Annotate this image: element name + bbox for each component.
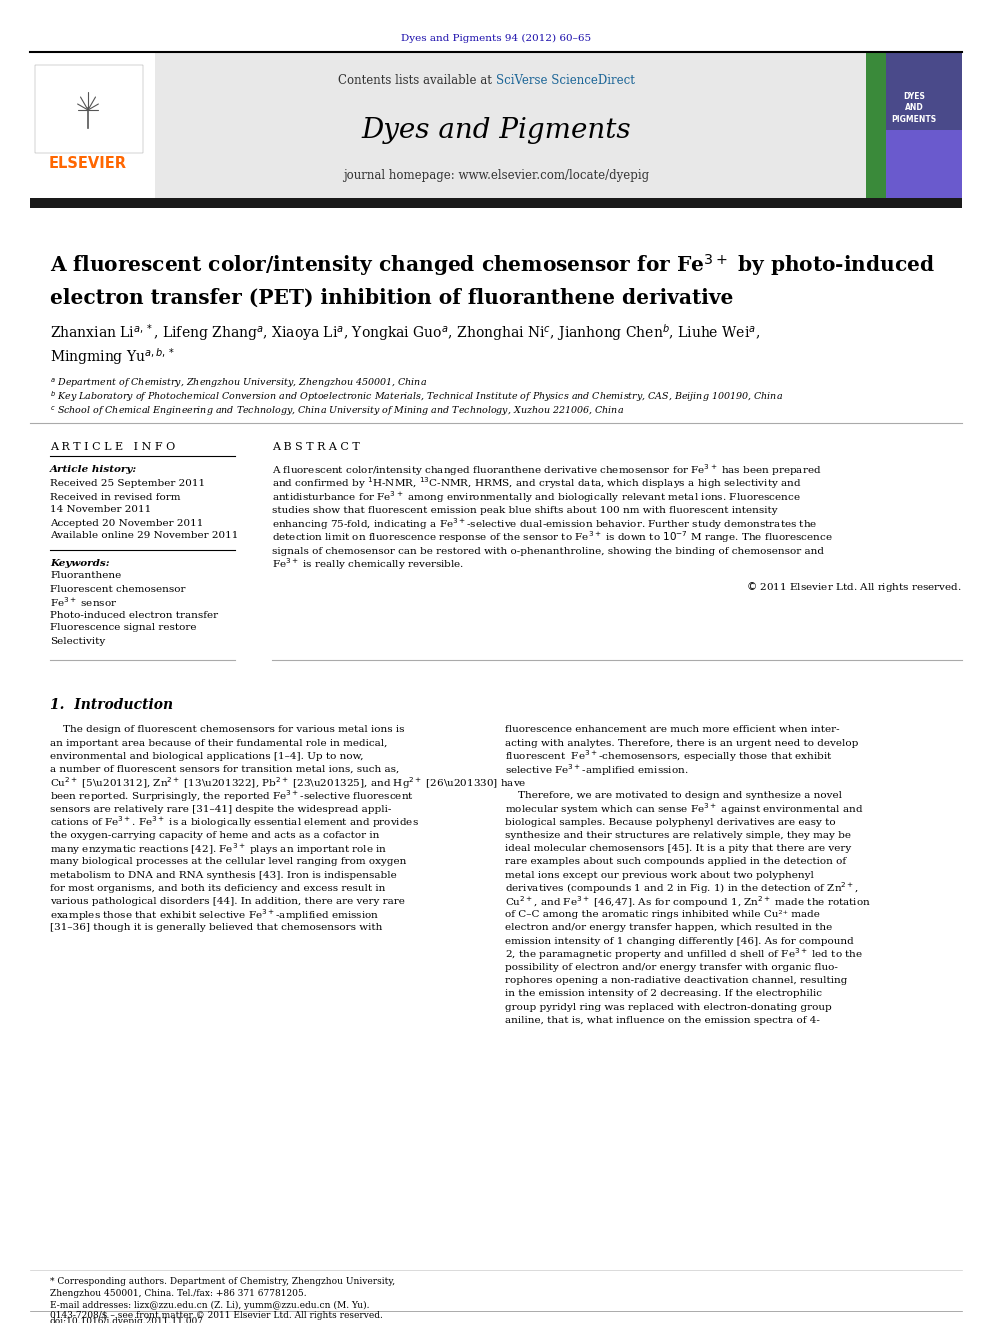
Text: $^{c}$ School of Chemical Engineering and Technology, China University of Mining: $^{c}$ School of Chemical Engineering an…: [50, 404, 624, 418]
FancyBboxPatch shape: [35, 65, 143, 153]
Text: Photo-induced electron transfer: Photo-induced electron transfer: [50, 610, 218, 619]
Text: Keywords:: Keywords:: [50, 558, 110, 568]
Text: examples those that exhibit selective Fe$^{3+}$-amplified emission: examples those that exhibit selective Fe…: [50, 906, 379, 922]
Text: group pyridyl ring was replaced with electron-donating group: group pyridyl ring was replaced with ele…: [505, 1003, 831, 1012]
Text: A B S T R A C T: A B S T R A C T: [272, 442, 360, 452]
Text: A fluorescent color/intensity changed chemosensor for Fe$^{3+}$ by photo-induced: A fluorescent color/intensity changed ch…: [50, 253, 935, 278]
Text: Therefore, we are motivated to design and synthesize a novel: Therefore, we are motivated to design an…: [505, 791, 842, 800]
Text: detection limit on fluorescence response of the sensor to Fe$^{3+}$ is down to $: detection limit on fluorescence response…: [272, 529, 833, 545]
Text: acting with analytes. Therefore, there is an urgent need to develop: acting with analytes. Therefore, there i…: [505, 738, 858, 747]
Text: antidisturbance for Fe$^{3+}$ among environmentally and biologically relevant me: antidisturbance for Fe$^{3+}$ among envi…: [272, 490, 801, 505]
Text: $^{a}$ Department of Chemistry, Zhengzhou University, Zhengzhou 450001, China: $^{a}$ Department of Chemistry, Zhengzho…: [50, 376, 428, 390]
Text: signals of chemosensor can be restored with o-phenanthroline, showing the bindin: signals of chemosensor can be restored w…: [272, 546, 824, 556]
Text: Dyes and Pigments: Dyes and Pigments: [361, 116, 631, 143]
Text: journal homepage: www.elsevier.com/locate/dyepig: journal homepage: www.elsevier.com/locat…: [343, 168, 649, 181]
Text: emission intensity of 1 changing differently [46]. As for compound: emission intensity of 1 changing differe…: [505, 937, 854, 946]
Text: sensors are relatively rare [31–41] despite the widespread appli-: sensors are relatively rare [31–41] desp…: [50, 804, 392, 814]
Text: of C–C among the aromatic rings inhibited while Cu²⁺ made: of C–C among the aromatic rings inhibite…: [505, 910, 819, 919]
Text: Article history:: Article history:: [50, 466, 137, 475]
Text: ideal molecular chemosensors [45]. It is a pity that there are very: ideal molecular chemosensors [45]. It is…: [505, 844, 851, 853]
Text: studies show that fluorescent emission peak blue shifts about 100 nm with fluore: studies show that fluorescent emission p…: [272, 505, 778, 515]
Text: aniline, that is, what influence on the emission spectra of 4-: aniline, that is, what influence on the …: [505, 1016, 819, 1025]
Text: E-mail addresses: lizx@zzu.edu.cn (Z. Li), yumm@zzu.edu.cn (M. Yu).: E-mail addresses: lizx@zzu.edu.cn (Z. Li…: [50, 1301, 369, 1310]
Text: electron and/or energy transfer happen, which resulted in the: electron and/or energy transfer happen, …: [505, 923, 832, 933]
Text: Received in revised form: Received in revised form: [50, 492, 181, 501]
FancyBboxPatch shape: [30, 52, 962, 200]
Text: selective Fe$^{3+}$-amplified emission.: selective Fe$^{3+}$-amplified emission.: [505, 762, 688, 778]
Text: Mingming Yu$^{a,b,*}$: Mingming Yu$^{a,b,*}$: [50, 347, 175, 368]
Text: derivatives (compounds 1 and 2 in Fig. 1) in the detection of Zn$^{2+}$,: derivatives (compounds 1 and 2 in Fig. 1…: [505, 881, 859, 896]
Text: Available online 29 November 2011: Available online 29 November 2011: [50, 532, 238, 541]
Text: Contents lists available at: Contents lists available at: [338, 74, 496, 86]
Text: molecular system which can sense Fe$^{3+}$ against environmental and: molecular system which can sense Fe$^{3+…: [505, 802, 863, 818]
Text: fluorescence enhancement are much more efficient when inter-: fluorescence enhancement are much more e…: [505, 725, 839, 734]
Text: Selectivity: Selectivity: [50, 636, 105, 646]
Text: cations of Fe$^{3+}$. Fe$^{3+}$ is a biologically essential element and provides: cations of Fe$^{3+}$. Fe$^{3+}$ is a bio…: [50, 815, 419, 831]
Text: Zhengzhou 450001, China. Tel./fax: +86 371 67781205.: Zhengzhou 450001, China. Tel./fax: +86 3…: [50, 1290, 307, 1298]
Text: Cu$^{2+}$ [5\u201312], Zn$^{2+}$ [13\u201322], Pb$^{2+}$ [23\u201325], and Hg$^{: Cu$^{2+}$ [5\u201312], Zn$^{2+}$ [13\u20…: [50, 775, 527, 791]
Text: SciVerse ScienceDirect: SciVerse ScienceDirect: [496, 74, 635, 86]
Text: The design of fluorescent chemosensors for various metal ions is: The design of fluorescent chemosensors f…: [50, 725, 405, 734]
Text: for most organisms, and both its deficiency and excess result in: for most organisms, and both its deficie…: [50, 884, 385, 893]
Text: many enzymatic reactions [42]. Fe$^{3+}$ plays an important role in: many enzymatic reactions [42]. Fe$^{3+}$…: [50, 841, 387, 857]
Text: many biological processes at the cellular level ranging from oxygen: many biological processes at the cellula…: [50, 857, 407, 867]
Text: the oxygen-carrying capacity of heme and acts as a cofactor in: the oxygen-carrying capacity of heme and…: [50, 831, 379, 840]
Text: an important area because of their fundamental role in medical,: an important area because of their funda…: [50, 738, 387, 747]
Text: a number of fluorescent sensors for transition metal ions, such as,: a number of fluorescent sensors for tran…: [50, 765, 399, 774]
Text: various pathological disorders [44]. In addition, there are very rare: various pathological disorders [44]. In …: [50, 897, 405, 906]
Text: Cu$^{2+}$, and Fe$^{3+}$ [46,47]. As for compound 1, Zn$^{2+}$ made the rotation: Cu$^{2+}$, and Fe$^{3+}$ [46,47]. As for…: [505, 894, 871, 909]
Text: Accepted 20 November 2011: Accepted 20 November 2011: [50, 519, 203, 528]
Text: ELSEVIER: ELSEVIER: [49, 156, 127, 171]
Text: possibility of electron and/or energy transfer with organic fluo-: possibility of electron and/or energy tr…: [505, 963, 838, 972]
Text: enhancing 75-fold, indicating a Fe$^{3+}$-selective dual-emission behavior. Furt: enhancing 75-fold, indicating a Fe$^{3+}…: [272, 516, 817, 532]
Text: DYES
AND
PIGMENTS: DYES AND PIGMENTS: [892, 93, 936, 123]
Text: 0143-7208/$ – see front matter © 2011 Elsevier Ltd. All rights reserved.: 0143-7208/$ – see front matter © 2011 El…: [50, 1311, 383, 1320]
Text: synthesize and their structures are relatively simple, they may be: synthesize and their structures are rela…: [505, 831, 851, 840]
Text: $^{b}$ Key Laboratory of Photochemical Conversion and Optoelectronic Materials, : $^{b}$ Key Laboratory of Photochemical C…: [50, 390, 783, 405]
Text: Fe$^{3+}$ sensor: Fe$^{3+}$ sensor: [50, 595, 117, 609]
Text: doi:10.1016/j.dyepig.2011.11.007: doi:10.1016/j.dyepig.2011.11.007: [50, 1316, 204, 1323]
Text: Fluorescent chemosensor: Fluorescent chemosensor: [50, 585, 186, 594]
Text: rophores opening a non-radiative deactivation channel, resulting: rophores opening a non-radiative deactiv…: [505, 976, 847, 986]
Text: Fluoranthene: Fluoranthene: [50, 572, 121, 581]
Text: 2, the paramagnetic property and unfilled d shell of Fe$^{3+}$ led to the: 2, the paramagnetic property and unfille…: [505, 946, 863, 962]
Text: A fluorescent color/intensity changed fluoranthene derivative chemosensor for Fe: A fluorescent color/intensity changed fl…: [272, 462, 821, 478]
FancyBboxPatch shape: [866, 52, 886, 200]
Text: metabolism to DNA and RNA synthesis [43]. Iron is indispensable: metabolism to DNA and RNA synthesis [43]…: [50, 871, 397, 880]
Text: metal ions except our previous work about two polyphenyl: metal ions except our previous work abou…: [505, 871, 813, 880]
Text: Fluorescence signal restore: Fluorescence signal restore: [50, 623, 196, 632]
Text: electron transfer (PET) inhibition of fluoranthene derivative: electron transfer (PET) inhibition of fl…: [50, 288, 733, 308]
Text: biological samples. Because polyphenyl derivatives are easy to: biological samples. Because polyphenyl d…: [505, 818, 835, 827]
Text: been reported. Surprisingly, the reported Fe$^{3+}$-selective fluorescent: been reported. Surprisingly, the reporte…: [50, 789, 414, 804]
Text: in the emission intensity of 2 decreasing. If the electrophilic: in the emission intensity of 2 decreasin…: [505, 990, 822, 999]
Text: Zhanxian Li$^{a,*}$, Lifeng Zhang$^{a}$, Xiaoya Li$^{a}$, Yongkai Guo$^{a}$, Zho: Zhanxian Li$^{a,*}$, Lifeng Zhang$^{a}$,…: [50, 323, 760, 344]
Text: * Corresponding authors. Department of Chemistry, Zhengzhou University,: * Corresponding authors. Department of C…: [50, 1278, 395, 1286]
FancyBboxPatch shape: [866, 52, 962, 200]
Text: [31–36] though it is generally believed that chemosensors with: [31–36] though it is generally believed …: [50, 923, 382, 933]
Text: and confirmed by $^1$H-NMR, $^{13}$C-NMR, HRMS, and crystal data, which displays: and confirmed by $^1$H-NMR, $^{13}$C-NMR…: [272, 475, 802, 491]
Text: A R T I C L E   I N F O: A R T I C L E I N F O: [50, 442, 176, 452]
Text: rare examples about such compounds applied in the detection of: rare examples about such compounds appli…: [505, 857, 846, 867]
Text: Dyes and Pigments 94 (2012) 60–65: Dyes and Pigments 94 (2012) 60–65: [401, 33, 591, 42]
FancyBboxPatch shape: [30, 198, 962, 208]
Text: Fe$^{3+}$ is really chemically reversible.: Fe$^{3+}$ is really chemically reversibl…: [272, 557, 464, 573]
FancyBboxPatch shape: [30, 52, 155, 200]
Text: environmental and biological applications [1–4]. Up to now,: environmental and biological application…: [50, 751, 363, 761]
Text: Received 25 September 2011: Received 25 September 2011: [50, 479, 205, 488]
Text: 1.  Introduction: 1. Introduction: [50, 699, 174, 712]
Text: $\copyright$ 2011 Elsevier Ltd. All rights reserved.: $\copyright$ 2011 Elsevier Ltd. All righ…: [746, 579, 962, 594]
Text: 14 November 2011: 14 November 2011: [50, 505, 151, 515]
Text: fluorescent  Fe$^{3+}$-chemosensors, especially those that exhibit: fluorescent Fe$^{3+}$-chemosensors, espe…: [505, 749, 833, 765]
FancyBboxPatch shape: [866, 52, 962, 130]
